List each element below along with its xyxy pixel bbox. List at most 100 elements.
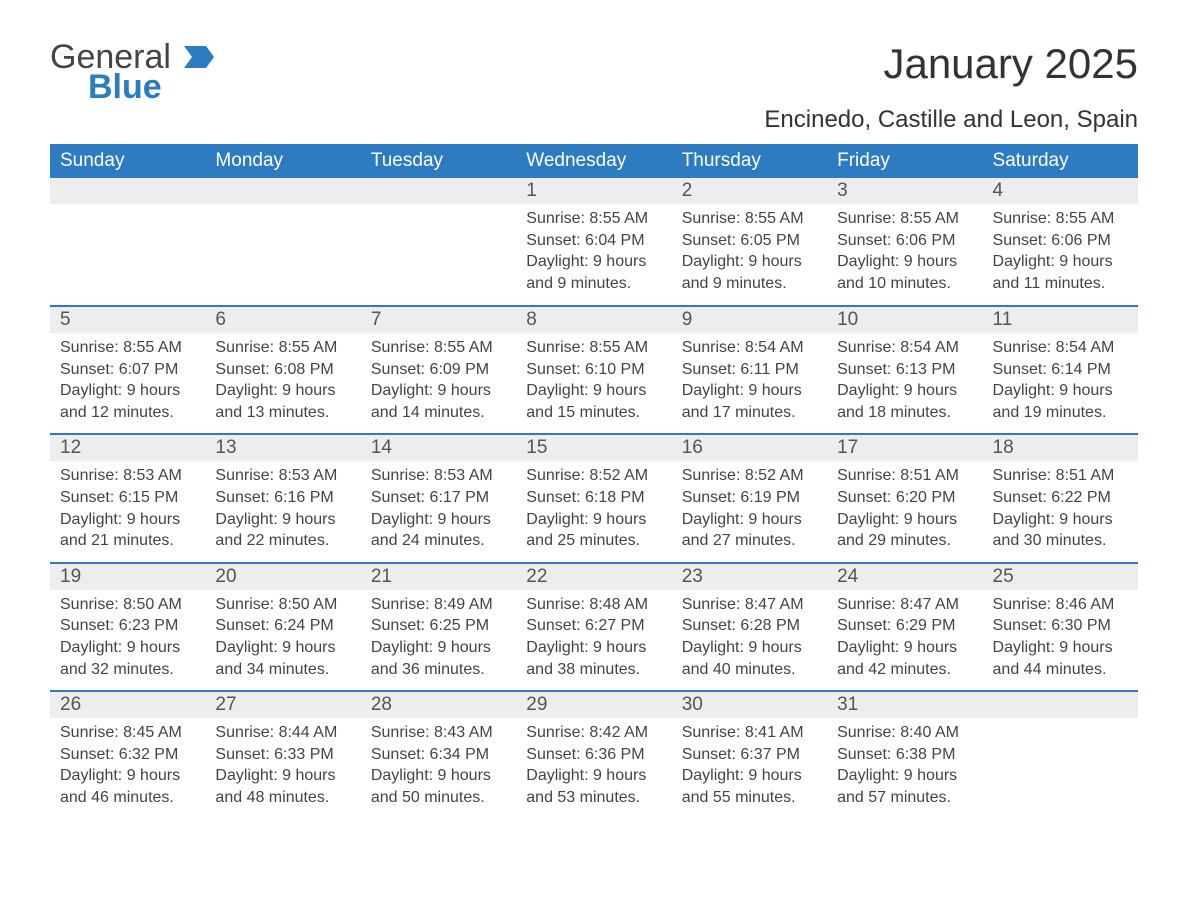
sunrise-text: Sunrise: 8:54 AM — [682, 337, 817, 359]
week-row: 12Sunrise: 8:53 AMSunset: 6:15 PMDayligh… — [50, 434, 1138, 562]
sunset-text: Sunset: 6:20 PM — [837, 487, 972, 509]
day-details: Sunrise: 8:46 AMSunset: 6:30 PMDaylight:… — [983, 590, 1138, 690]
day-number — [50, 178, 205, 204]
sunrise-text: Sunrise: 8:52 AM — [682, 465, 817, 487]
sunrise-text: Sunrise: 8:53 AM — [60, 465, 195, 487]
daylight-text: Daylight: 9 hours and 53 minutes. — [526, 765, 661, 808]
day-header: Tuesday — [361, 144, 516, 178]
daylight-text: Daylight: 9 hours and 13 minutes. — [215, 380, 350, 423]
day-cell: 18Sunrise: 8:51 AMSunset: 6:22 PMDayligh… — [983, 434, 1138, 562]
daylight-text: Daylight: 9 hours and 14 minutes. — [371, 380, 506, 423]
sunset-text: Sunset: 6:13 PM — [837, 359, 972, 381]
day-number — [361, 178, 516, 204]
title-block: January 2025 Encinedo, Castille and Leon… — [764, 40, 1138, 134]
sunrise-text: Sunrise: 8:54 AM — [993, 337, 1128, 359]
day-header-row: Sunday Monday Tuesday Wednesday Thursday… — [50, 144, 1138, 178]
daylight-text: Daylight: 9 hours and 11 minutes. — [993, 251, 1128, 294]
daylight-text: Daylight: 9 hours and 32 minutes. — [60, 637, 195, 680]
day-details: Sunrise: 8:43 AMSunset: 6:34 PMDaylight:… — [361, 718, 516, 818]
calendar-body: 1Sunrise: 8:55 AMSunset: 6:04 PMDaylight… — [50, 178, 1138, 819]
sunset-text: Sunset: 6:09 PM — [371, 359, 506, 381]
day-details: Sunrise: 8:55 AMSunset: 6:04 PMDaylight:… — [516, 204, 671, 304]
sunset-text: Sunset: 6:22 PM — [993, 487, 1128, 509]
sunrise-text: Sunrise: 8:55 AM — [993, 208, 1128, 230]
day-number — [983, 692, 1138, 718]
day-details: Sunrise: 8:52 AMSunset: 6:18 PMDaylight:… — [516, 461, 671, 561]
day-cell: 2Sunrise: 8:55 AMSunset: 6:05 PMDaylight… — [672, 178, 827, 306]
day-details: Sunrise: 8:55 AMSunset: 6:10 PMDaylight:… — [516, 333, 671, 433]
day-header: Friday — [827, 144, 982, 178]
day-cell: 10Sunrise: 8:54 AMSunset: 6:13 PMDayligh… — [827, 306, 982, 434]
sunset-text: Sunset: 6:05 PM — [682, 230, 817, 252]
day-cell: 17Sunrise: 8:51 AMSunset: 6:20 PMDayligh… — [827, 434, 982, 562]
daylight-text: Daylight: 9 hours and 18 minutes. — [837, 380, 972, 423]
day-details: Sunrise: 8:40 AMSunset: 6:38 PMDaylight:… — [827, 718, 982, 818]
week-row: 5Sunrise: 8:55 AMSunset: 6:07 PMDaylight… — [50, 306, 1138, 434]
day-details: Sunrise: 8:45 AMSunset: 6:32 PMDaylight:… — [50, 718, 205, 818]
sunset-text: Sunset: 6:24 PM — [215, 615, 350, 637]
day-number: 7 — [361, 307, 516, 333]
day-number: 5 — [50, 307, 205, 333]
sunset-text: Sunset: 6:11 PM — [682, 359, 817, 381]
calendar-table: Sunday Monday Tuesday Wednesday Thursday… — [50, 144, 1138, 819]
sunrise-text: Sunrise: 8:53 AM — [215, 465, 350, 487]
sunset-text: Sunset: 6:06 PM — [993, 230, 1128, 252]
day-number: 15 — [516, 435, 671, 461]
day-number: 20 — [205, 564, 360, 590]
day-header: Sunday — [50, 144, 205, 178]
day-number: 18 — [983, 435, 1138, 461]
month-title: January 2025 — [764, 40, 1138, 88]
sunset-text: Sunset: 6:10 PM — [526, 359, 661, 381]
sunrise-text: Sunrise: 8:47 AM — [682, 594, 817, 616]
day-details: Sunrise: 8:50 AMSunset: 6:23 PMDaylight:… — [50, 590, 205, 690]
day-number — [205, 178, 360, 204]
day-details: Sunrise: 8:51 AMSunset: 6:22 PMDaylight:… — [983, 461, 1138, 561]
day-cell: 23Sunrise: 8:47 AMSunset: 6:28 PMDayligh… — [672, 563, 827, 691]
logo: General Blue — [50, 40, 214, 104]
day-details: Sunrise: 8:55 AMSunset: 6:09 PMDaylight:… — [361, 333, 516, 433]
day-number: 1 — [516, 178, 671, 204]
day-number: 12 — [50, 435, 205, 461]
day-number: 22 — [516, 564, 671, 590]
day-number: 10 — [827, 307, 982, 333]
logo-text: General Blue — [50, 40, 214, 104]
daylight-text: Daylight: 9 hours and 36 minutes. — [371, 637, 506, 680]
day-details: Sunrise: 8:53 AMSunset: 6:15 PMDaylight:… — [50, 461, 205, 561]
daylight-text: Daylight: 9 hours and 17 minutes. — [682, 380, 817, 423]
day-cell: 11Sunrise: 8:54 AMSunset: 6:14 PMDayligh… — [983, 306, 1138, 434]
day-cell: 30Sunrise: 8:41 AMSunset: 6:37 PMDayligh… — [672, 691, 827, 819]
day-details: Sunrise: 8:55 AMSunset: 6:07 PMDaylight:… — [50, 333, 205, 433]
day-cell — [361, 178, 516, 306]
day-cell: 5Sunrise: 8:55 AMSunset: 6:07 PMDaylight… — [50, 306, 205, 434]
sunrise-text: Sunrise: 8:50 AM — [60, 594, 195, 616]
day-number: 13 — [205, 435, 360, 461]
day-number: 28 — [361, 692, 516, 718]
daylight-text: Daylight: 9 hours and 9 minutes. — [526, 251, 661, 294]
day-details: Sunrise: 8:41 AMSunset: 6:37 PMDaylight:… — [672, 718, 827, 818]
day-details: Sunrise: 8:47 AMSunset: 6:29 PMDaylight:… — [827, 590, 982, 690]
day-cell: 26Sunrise: 8:45 AMSunset: 6:32 PMDayligh… — [50, 691, 205, 819]
sunrise-text: Sunrise: 8:55 AM — [682, 208, 817, 230]
day-number: 27 — [205, 692, 360, 718]
daylight-text: Daylight: 9 hours and 9 minutes. — [682, 251, 817, 294]
day-cell: 25Sunrise: 8:46 AMSunset: 6:30 PMDayligh… — [983, 563, 1138, 691]
sunrise-text: Sunrise: 8:55 AM — [526, 337, 661, 359]
week-row: 19Sunrise: 8:50 AMSunset: 6:23 PMDayligh… — [50, 563, 1138, 691]
day-number: 21 — [361, 564, 516, 590]
header: General Blue January 2025 Encinedo, Cast… — [50, 40, 1138, 134]
day-cell: 1Sunrise: 8:55 AMSunset: 6:04 PMDaylight… — [516, 178, 671, 306]
sunset-text: Sunset: 6:07 PM — [60, 359, 195, 381]
week-row: 26Sunrise: 8:45 AMSunset: 6:32 PMDayligh… — [50, 691, 1138, 819]
day-cell: 22Sunrise: 8:48 AMSunset: 6:27 PMDayligh… — [516, 563, 671, 691]
sunrise-text: Sunrise: 8:44 AM — [215, 722, 350, 744]
day-details: Sunrise: 8:54 AMSunset: 6:14 PMDaylight:… — [983, 333, 1138, 433]
sunset-text: Sunset: 6:37 PM — [682, 744, 817, 766]
sunset-text: Sunset: 6:06 PM — [837, 230, 972, 252]
day-details: Sunrise: 8:51 AMSunset: 6:20 PMDaylight:… — [827, 461, 982, 561]
sunrise-text: Sunrise: 8:55 AM — [837, 208, 972, 230]
day-details: Sunrise: 8:53 AMSunset: 6:16 PMDaylight:… — [205, 461, 360, 561]
day-cell: 14Sunrise: 8:53 AMSunset: 6:17 PMDayligh… — [361, 434, 516, 562]
sunset-text: Sunset: 6:34 PM — [371, 744, 506, 766]
day-number: 26 — [50, 692, 205, 718]
day-details: Sunrise: 8:55 AMSunset: 6:06 PMDaylight:… — [983, 204, 1138, 304]
